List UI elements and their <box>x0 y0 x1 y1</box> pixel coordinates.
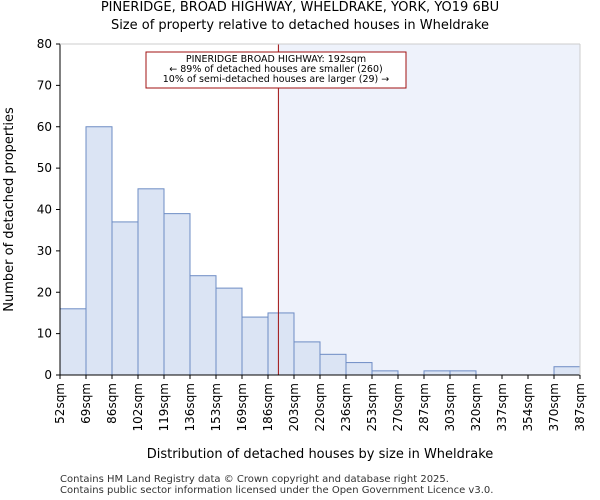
bar-86sqm <box>111 221 139 376</box>
bar-102sqm <box>137 188 165 376</box>
x-tick-label-337sqm: 337sqm <box>495 383 509 431</box>
bar-236sqm <box>345 362 373 376</box>
y-tick-label-80: 80 <box>37 37 52 51</box>
bar-303sqm <box>449 370 477 376</box>
y-tick-label-20: 20 <box>37 285 52 299</box>
x-tick-label-387sqm: 387sqm <box>573 383 587 431</box>
x-tick-label-153sqm: 153sqm <box>209 383 223 431</box>
x-tick-label-69sqm: 69sqm <box>79 383 93 424</box>
y-tick-label-10: 10 <box>37 327 52 341</box>
chart-title: PINERIDGE, BROAD HIGHWAY, WHELDRAKE, YOR… <box>100 0 500 15</box>
x-tick-label-287sqm: 287sqm <box>417 383 431 431</box>
bar-69sqm <box>85 126 113 376</box>
bar-287sqm <box>423 370 451 376</box>
annotation-box <box>145 51 407 89</box>
bar-253sqm <box>371 370 399 376</box>
x-axis-label: Distribution of detached houses by size … <box>147 447 494 462</box>
x-tick-label-220sqm: 220sqm <box>313 383 327 431</box>
bar-136sqm <box>189 275 217 376</box>
bar-220sqm <box>319 353 347 376</box>
x-tick-label-119sqm: 119sqm <box>157 383 171 431</box>
annotation-line-1: PINERIDGE BROAD HIGHWAY: 192sqm <box>186 54 366 65</box>
footer-line-1: Contains HM Land Registry data © Crown c… <box>60 474 449 485</box>
annotation-line-3: 10% of semi-detached houses are larger (… <box>163 74 390 85</box>
bar-370sqm <box>553 366 581 376</box>
bar-153sqm <box>215 287 243 376</box>
x-tick-label-186sqm: 186sqm <box>261 383 275 431</box>
x-tick-label-203sqm: 203sqm <box>287 383 301 431</box>
y-tick-label-60: 60 <box>37 120 52 134</box>
bar-119sqm <box>163 213 191 376</box>
y-axis-label: Number of detached properties <box>2 107 17 312</box>
x-tick-label-86sqm: 86sqm <box>105 383 119 424</box>
x-tick-label-236sqm: 236sqm <box>339 383 353 431</box>
x-tick-label-320sqm: 320sqm <box>469 383 483 431</box>
y-tick-label-0: 0 <box>44 368 52 382</box>
x-tick-label-354sqm: 354sqm <box>521 383 535 431</box>
y-tick-label-50: 50 <box>37 161 52 175</box>
x-tick-label-169sqm: 169sqm <box>235 383 249 431</box>
x-tick-label-270sqm: 270sqm <box>391 383 405 431</box>
footer-line-2: Contains public sector information licen… <box>60 485 494 496</box>
bar-186sqm <box>267 312 295 376</box>
bar-52sqm <box>59 308 87 376</box>
bar-169sqm <box>241 316 269 376</box>
chart-subtitle: Size of property relative to detached ho… <box>110 18 490 33</box>
x-tick-label-136sqm: 136sqm <box>183 383 197 431</box>
y-tick-label-70: 70 <box>37 78 52 92</box>
bar-203sqm <box>293 341 321 376</box>
x-tick-label-303sqm: 303sqm <box>443 383 457 431</box>
x-tick-label-253sqm: 253sqm <box>365 383 379 431</box>
annotation-line-2: ← 89% of detached houses are smaller (26… <box>169 64 382 75</box>
highlight-region <box>278 44 580 375</box>
x-tick-label-102sqm: 102sqm <box>131 383 145 431</box>
y-tick-label-40: 40 <box>37 203 52 217</box>
y-tick-label-30: 30 <box>37 244 52 258</box>
x-tick-label-370sqm: 370sqm <box>547 383 561 431</box>
x-tick-label-52sqm: 52sqm <box>53 383 67 424</box>
